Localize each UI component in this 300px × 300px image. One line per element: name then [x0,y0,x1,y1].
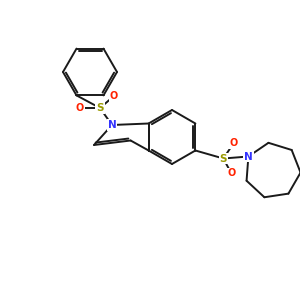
Text: O: O [76,103,84,113]
Text: N: N [108,120,116,130]
Text: N: N [244,152,253,161]
Text: O: O [110,91,118,101]
Text: S: S [96,103,104,113]
Text: N: N [244,152,253,161]
Text: O: O [229,139,238,148]
Text: S: S [220,154,227,164]
Text: N: N [108,120,116,130]
Text: O: O [227,169,236,178]
